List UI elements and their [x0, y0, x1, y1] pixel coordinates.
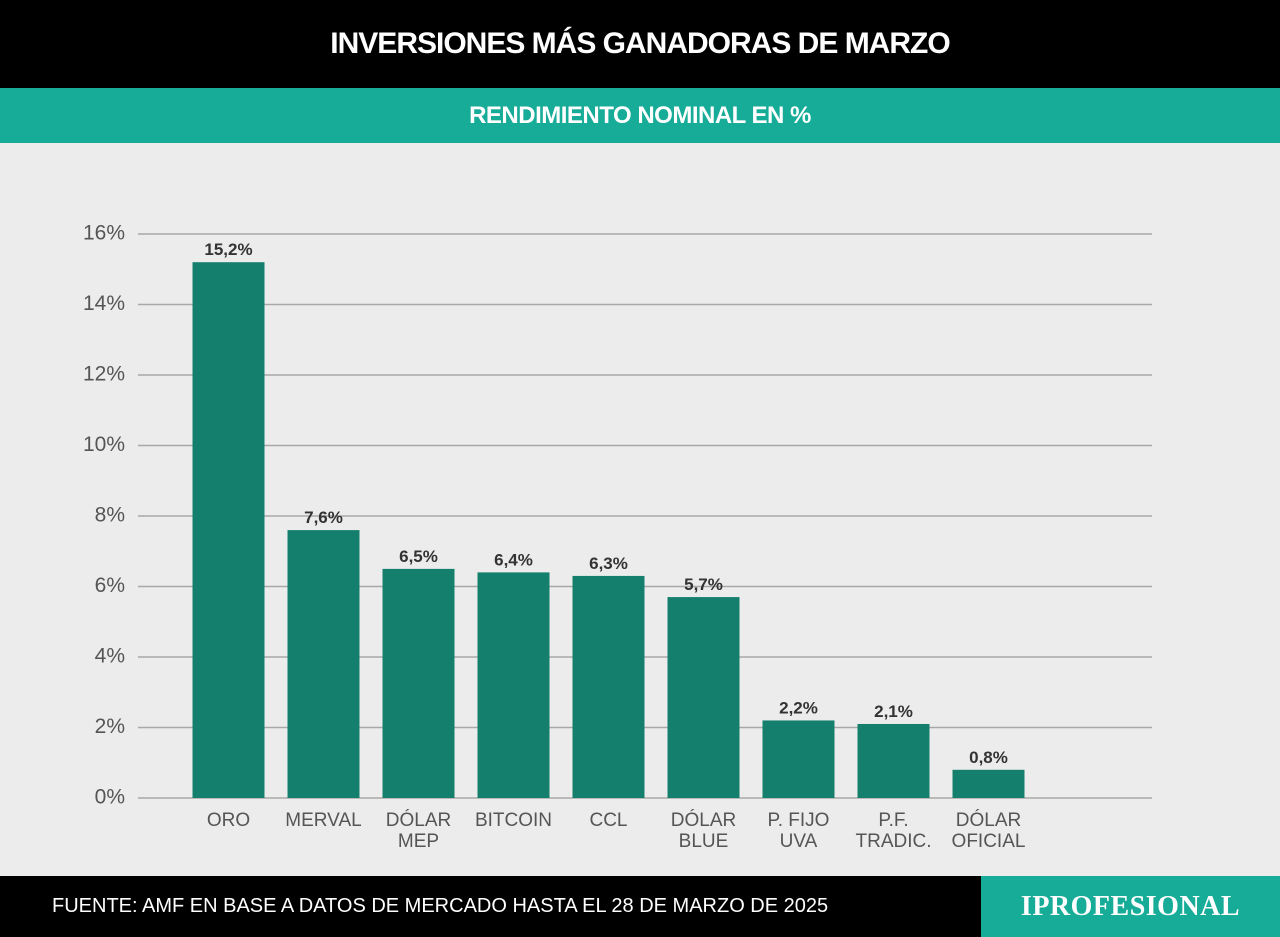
bar: [857, 723, 930, 798]
bar: [382, 568, 455, 798]
bar: [572, 575, 645, 798]
bar-chart: 0% 2% 4% 6% 8% 10% 12% 14% 16% 15,2% ORO 7,6% MERVAL…: [83, 222, 1152, 852]
bar: [477, 572, 550, 798]
y-tick-label: 10%: [83, 433, 125, 456]
x-tick-label: BLUE: [679, 831, 729, 852]
y-tick-label: 12%: [83, 363, 125, 386]
data-label: 5,7%: [684, 575, 723, 594]
x-tick-label: MERVAL: [285, 810, 361, 831]
footer: FUENTE: AMF EN BASE A DATOS DE MERCADO H…: [0, 876, 1280, 937]
data-label: 6,4%: [494, 550, 533, 569]
plot-area: 0% 2% 4% 6% 8% 10% 12% 14% 16% 15,2% ORO 7,6% MERVAL…: [0, 143, 1280, 876]
x-tick-label: OFICIAL: [952, 831, 1026, 852]
y-tick-label: 16%: [83, 222, 125, 245]
x-tick-label: P. FIJO: [768, 810, 830, 831]
chart-subtitle: RENDIMIENTO NOMINAL EN %: [0, 88, 1280, 143]
y-tick-label: 6%: [95, 574, 125, 597]
data-label: 6,5%: [399, 547, 438, 566]
y-tick-label: 4%: [95, 645, 125, 668]
y-tick-label: 0%: [95, 786, 125, 809]
brand-logo: IPROFESIONAL: [981, 876, 1280, 937]
y-tick-label: 14%: [83, 292, 125, 315]
bar: [762, 720, 835, 798]
data-label: 15,2%: [204, 240, 252, 259]
x-tick-label: DÓLAR: [386, 809, 451, 831]
y-tick-label: 8%: [95, 504, 125, 527]
data-label: 6,3%: [589, 554, 628, 573]
x-tick-label: P.F.: [878, 810, 908, 831]
x-tick-label: MEP: [398, 831, 439, 852]
data-label: 2,2%: [779, 698, 818, 717]
x-tick-label: DÓLAR: [671, 809, 736, 831]
x-tick-label: DÓLAR: [956, 809, 1021, 831]
source-note: FUENTE: AMF EN BASE A DATOS DE MERCADO H…: [52, 895, 829, 917]
data-label: 2,1%: [874, 702, 913, 721]
bar: [287, 530, 360, 798]
data-label: 7,6%: [304, 508, 343, 527]
x-tick-label: CCL: [589, 810, 627, 831]
x-tick-label: ORO: [207, 810, 250, 831]
chart-title: INVERSIONES MÁS GANADORAS DE MARZO: [0, 0, 1280, 88]
bar: [667, 597, 740, 798]
y-tick-label: 2%: [95, 715, 125, 738]
bar: [952, 769, 1025, 798]
x-tick-label: BITCOIN: [475, 810, 552, 831]
data-label: 0,8%: [969, 748, 1008, 767]
bar: [192, 262, 265, 798]
x-tick-label: UVA: [780, 831, 818, 852]
x-tick-label: TRADIC.: [856, 831, 932, 852]
